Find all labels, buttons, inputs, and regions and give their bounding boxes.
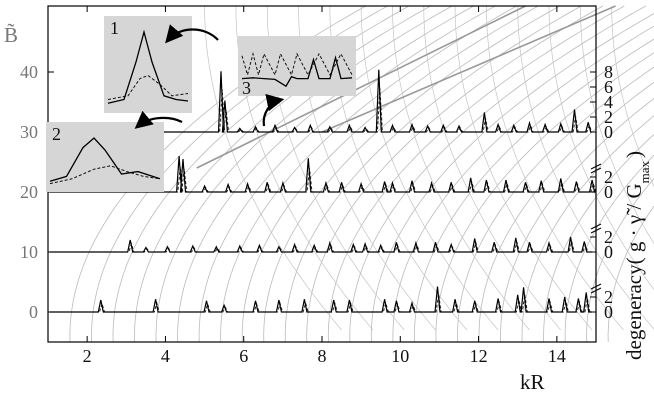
level-curve [284,5,582,343]
inset-2-dashed [49,165,161,185]
axis-break [590,227,602,234]
right-tick-label: 0 [604,122,613,142]
y-axis-label-right: degeneracy( g · γ̃ / Gmax) [622,151,652,360]
x-axis-label: kR [520,370,545,393]
level-curve [607,205,654,343]
level-curve [454,5,593,331]
axis-break [590,287,602,294]
spectrum-solid-B20 [50,155,596,193]
right-tick-label: 8 [604,62,613,82]
right-tick-label: 2 [604,227,613,247]
left-tick-label: 0 [29,302,38,322]
right-tick-label: 6 [604,77,613,97]
inset-3-arrow [262,93,285,127]
level-curve [611,5,654,187]
spectrum-solid-B0 [50,286,593,313]
level-curve [413,38,654,343]
level-curve [500,97,654,343]
level-curve [177,5,474,343]
level-curve [370,13,654,343]
level-curve [392,5,530,331]
level-curve [517,5,654,330]
x-tick-label: 2 [83,346,92,366]
inset-1-label: 1 [110,18,119,38]
level-curve [548,5,654,291]
level-curve [543,133,654,342]
right-tick-label: 0 [604,302,613,322]
level-curve [521,115,654,343]
axis-break [590,283,602,290]
x-tick-label: 10 [391,346,409,366]
right-tick-label: 4 [604,92,613,112]
x-tick-label: 8 [318,346,327,366]
thick-level-line [196,5,526,169]
level-curve [349,5,646,343]
level-curve [456,66,654,343]
inset-2-label: 2 [52,124,61,144]
level-curve [435,52,654,343]
level-curve [263,5,560,343]
level-curve [198,5,496,343]
right-tick-label: 0 [604,182,613,202]
level-curve [478,81,654,343]
level-curve [564,154,654,343]
x-tick-label: 12 [470,346,488,366]
level-curve [306,5,603,343]
spectra-group [50,69,597,313]
level-curve [486,5,624,331]
level-curve [423,5,561,331]
right-tick-label: 0 [604,242,613,262]
left-tick-label: 20 [20,182,38,202]
background-level-curves [69,5,654,343]
inset-1-arrow [165,24,219,44]
x-tick-label: 6 [239,346,248,366]
spectrum-dashed-B0 [50,294,593,313]
inset-2-box [46,122,164,192]
level-curve [204,5,342,331]
right-tick-label: 2 [604,287,613,307]
left-tick-label: 40 [20,62,38,82]
insets-group: 1 2 3 [46,16,356,192]
level-curve [392,25,654,342]
level-curve [241,5,539,342]
x-tick-label: 14 [548,346,566,366]
level-curve [360,5,499,331]
axis-break [590,167,602,174]
level-curve [579,5,654,245]
level-curve [586,177,654,343]
axis-break [590,223,602,230]
inset-2-solid [49,137,161,182]
inset-3-dashed [241,51,353,77]
inset-3-solid [241,55,353,88]
level-curve [327,5,625,343]
thick-level-line [321,5,616,133]
left-tick-label: 30 [20,122,38,142]
x-tick-label: 4 [161,346,170,366]
inset-1-solid [107,29,189,104]
right-tick-label: 2 [604,167,613,187]
right-tick-label: 2 [604,107,613,127]
axis-break [590,163,602,170]
inset-2-arrow [134,110,183,129]
level-curve [220,5,517,343]
inset-3-label: 3 [242,78,251,98]
y-axis-label-left: B̃ [4,23,18,47]
spectrum-solid-B10 [50,236,593,253]
inset-3-box [238,36,356,96]
inset-1-dashed [107,74,189,100]
spectrum-solid-B30 [50,69,593,133]
left-tick-label: 10 [20,242,38,262]
level-curve [155,5,453,343]
